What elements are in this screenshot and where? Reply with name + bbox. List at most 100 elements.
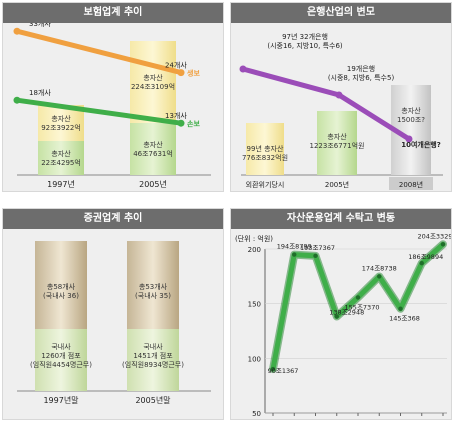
- insurance-chart: 총자산92조3922억총자산22조4295억1997년총자산224조3109억총…: [13, 23, 211, 189]
- bar-label: 1500조?: [397, 116, 425, 124]
- y-tick-label: 50: [252, 410, 261, 418]
- data-point: [334, 314, 339, 319]
- asset-title: 자산운용업계 수탁고 변동: [231, 209, 451, 229]
- point-label: 13개사: [165, 111, 187, 120]
- bar-top-label: 총53개사: [139, 282, 168, 291]
- data-label: 193조7367: [300, 244, 335, 252]
- line-label: (시중16, 지방10, 특수6): [267, 41, 343, 50]
- y-axis-unit: (단위 : 억원): [235, 234, 273, 243]
- bar-label: 92조3922억: [41, 124, 81, 132]
- x-tick-label: 2000년: [325, 418, 348, 419]
- line-label: 97년 32개은행: [282, 32, 328, 41]
- x-tick-label: 1999년: [304, 418, 327, 419]
- x-tick-label: 2004년: [410, 418, 433, 419]
- series-point: [13, 27, 21, 35]
- x-tick-label: 2003년: [389, 418, 412, 419]
- data-point: [377, 274, 382, 279]
- bar-top-segment: [130, 41, 176, 123]
- bar-label: 총자산: [143, 73, 163, 82]
- bar-label: 224조3109억: [131, 83, 175, 91]
- series-legend-label: 생보: [187, 69, 200, 78]
- securities-chart: 총58개사(국내사 36) 국내사 1260개 점포(임직원4454명근무) 1997…: [17, 241, 211, 405]
- series-line-nonlife: [14, 97, 184, 126]
- securities-title: 증권업계 추이: [3, 209, 223, 229]
- insurance-panel: 보험업계 추이 총자산 92조3922억 총자산 22조4295억 1997년 총자산 22…: [2, 2, 224, 192]
- data-point: [292, 252, 297, 257]
- data-label: 155조7370: [345, 303, 380, 311]
- bar-top-segment: [127, 241, 179, 329]
- banking-chart: 99년 총자산776조832억원외환위기당시총자산1223조6771억원2005…: [239, 32, 443, 190]
- bar-bottom-segment: [127, 329, 179, 391]
- bar-bottom-segment: [130, 123, 176, 175]
- data-point: [313, 253, 318, 259]
- x-tick-label: 외환위기당시: [246, 180, 285, 189]
- securities-panel: 증권업계 추이 총58개사 (국내사 36) 국내사 1260개 점포 (임직원4454…: [2, 208, 224, 420]
- data-label: 174조8738: [362, 264, 397, 272]
- insurance-title: 보험업계 추이: [3, 3, 223, 23]
- bar-sub-label: 22조4295억: [41, 159, 81, 167]
- bar-bottom-segment: [35, 329, 87, 391]
- bar-bottom-label: (임직원8934명근무): [122, 360, 184, 369]
- data-label: 138조2948: [329, 308, 364, 316]
- bar-label: 99년 총자산: [247, 144, 284, 153]
- series-point: [13, 96, 21, 104]
- line-label: 19개은행: [347, 64, 375, 73]
- bar-bottom-label: 국내사: [143, 342, 163, 351]
- x-tick-label: 2005년: [325, 180, 349, 189]
- x-tick-label: 1997년: [262, 418, 285, 419]
- data-point: [419, 261, 424, 266]
- data-label: 145조368: [389, 315, 420, 323]
- bar-sub-label: 총자산: [143, 140, 163, 149]
- bar-label: 총자산: [401, 106, 421, 115]
- data-point: [270, 366, 276, 372]
- y-tick-label: 150: [248, 301, 261, 309]
- point-label: 33개사: [29, 23, 51, 28]
- line-point: [239, 65, 247, 73]
- x-tick-label: 1997년말: [43, 395, 79, 405]
- bar-label: 1223조6771억원: [310, 141, 365, 150]
- x-tick-label: 1998년: [283, 418, 306, 419]
- bar-top-segment: [35, 241, 87, 329]
- line-point: [335, 91, 343, 99]
- x-tick-label: 2005년말: [135, 395, 171, 405]
- bar-label: 총자산: [51, 114, 71, 123]
- x-tick-label: 1997년: [47, 179, 75, 189]
- series-point: [177, 119, 185, 127]
- series-legend-label: 손보: [187, 120, 200, 128]
- data-point: [440, 242, 446, 247]
- series-line-life: [14, 28, 184, 76]
- data-label: 186조9894: [408, 253, 443, 261]
- y-tick-label: 200: [248, 246, 261, 254]
- bar-label: 총자산: [327, 132, 347, 141]
- asset-chart: (단위 : 억원) 50 100 150 200 1997년1998년1999년2000년…: [235, 232, 451, 419]
- x-tick-label: 2008년: [399, 180, 423, 189]
- line-label: 10여개은행?: [401, 140, 441, 149]
- bar-bottom-label: 1451개 점포: [133, 351, 173, 360]
- point-label: 18개사: [29, 88, 51, 97]
- bar-top-label: (국내사 36): [43, 291, 79, 300]
- category-highlight: [389, 177, 433, 190]
- asset-panel: 자산운용업계 수탁고 변동 (단위 : 억원)501001502001997년1…: [230, 208, 452, 420]
- bar-top-label: (국내사 35): [135, 291, 171, 300]
- x-tick-label: 2005년: [139, 179, 167, 189]
- data-point: [398, 306, 403, 311]
- point-label: 24개사: [165, 61, 187, 70]
- x-tick-label: 2002년: [368, 418, 391, 419]
- banking-title: 은행산업의 변모: [231, 3, 451, 23]
- series-point: [177, 69, 185, 77]
- bar-bottom-segment: [38, 141, 84, 175]
- x-tick-label: 2001년: [347, 418, 370, 419]
- line-point: [405, 135, 413, 143]
- bar-sub-label: 총자산: [51, 149, 71, 158]
- bar-top-label: 총58개사: [47, 282, 76, 291]
- bar: [246, 123, 284, 175]
- data-point: [355, 295, 361, 300]
- bar-label: 776조832억원: [242, 153, 288, 162]
- data-label: 204조3329: [418, 232, 451, 240]
- data-label: 194조8799: [277, 243, 312, 251]
- bar-sub-label: 46조7631억: [133, 150, 173, 158]
- bar-bottom-label: (임직원4454명근무): [30, 360, 92, 369]
- bar-bottom-label: 1260개 점포: [41, 351, 81, 360]
- y-tick-label: 100: [248, 355, 261, 363]
- bar: [317, 111, 357, 175]
